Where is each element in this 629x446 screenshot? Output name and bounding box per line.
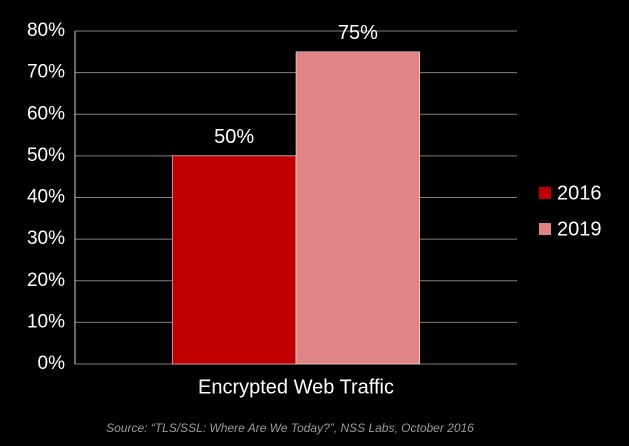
y-tick-label: 20% (27, 270, 65, 291)
bar (295, 51, 421, 365)
source-note: Source: “TLS/SSL: Where Are We Today?”, … (106, 421, 474, 435)
y-tick-label: 70% (27, 62, 65, 83)
y-tick-label: 10% (27, 311, 65, 332)
y-tick-label: 40% (27, 187, 65, 208)
y-tick-label: 0% (38, 353, 66, 374)
y-tick-label: 80% (27, 20, 65, 41)
legend-label: 2016 (557, 182, 602, 204)
bar (171, 155, 297, 365)
legend-swatch (539, 187, 551, 199)
legend-swatch (539, 223, 551, 235)
x-tick-label: Encrypted Web Traffic (198, 376, 394, 398)
value-label: 50% (214, 126, 254, 148)
value-label: 75% (338, 22, 378, 44)
y-tick-label: 50% (27, 145, 65, 166)
y-tick-label: 30% (27, 228, 65, 249)
y-tick-label: 60% (27, 103, 65, 124)
legend-label: 2019 (557, 218, 602, 240)
